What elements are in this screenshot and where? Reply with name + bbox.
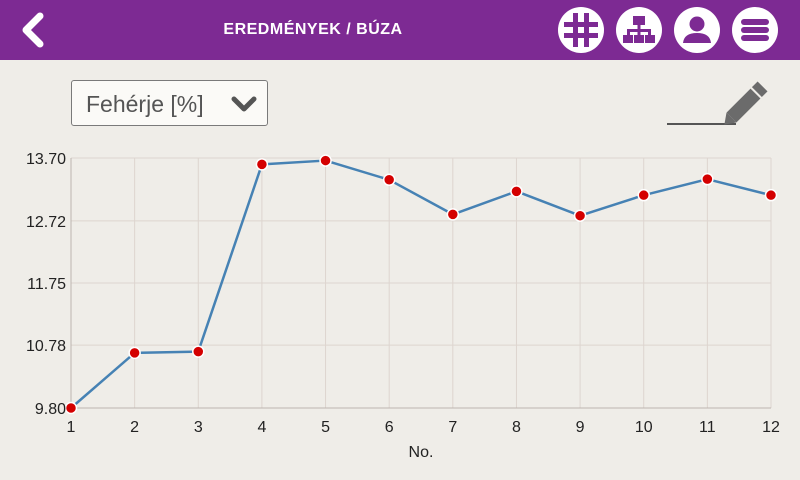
x-tick-label: 3 — [194, 419, 203, 436]
back-chevron-icon[interactable] — [14, 10, 50, 50]
parameter-dropdown[interactable]: Fehérje [%] — [71, 80, 268, 126]
data-point — [64, 401, 78, 415]
page-title: EREDMÉNYEK / BÚZA — [223, 21, 403, 38]
x-tick-label: 12 — [762, 419, 780, 436]
y-tick-label: 11.75 — [27, 276, 66, 293]
data-point — [764, 188, 778, 202]
data-point — [573, 209, 587, 222]
y-tick-label: 10.78 — [26, 338, 66, 355]
x-tick-label: 11 — [699, 419, 716, 436]
x-tick-label: 9 — [576, 419, 585, 436]
top-bar: EREDMÉNYEK / BÚZA — [0, 0, 800, 60]
x-tick-label: 2 — [130, 419, 139, 436]
edit-pencil-icon[interactable] — [664, 80, 774, 128]
data-point — [701, 172, 714, 186]
hierarchy-icon[interactable] — [616, 7, 662, 53]
y-tick-label: 9.80 — [35, 401, 66, 418]
data-point — [255, 158, 269, 171]
x-axis-label: No. — [409, 444, 434, 461]
x-tick-label: 5 — [321, 419, 330, 436]
data-point — [319, 154, 332, 167]
x-tick-label: 10 — [635, 419, 653, 436]
data-point — [128, 346, 141, 360]
data-point — [637, 188, 650, 202]
data-point — [510, 185, 523, 198]
chevron-down-icon — [231, 93, 257, 120]
x-tick-label: 7 — [448, 419, 457, 436]
series-line — [70, 159, 772, 409]
menu-icon[interactable] — [732, 7, 778, 53]
parameter-dropdown-value: Fehérje [%] — [86, 91, 204, 117]
x-tick-label: 8 — [512, 419, 521, 436]
x-tick-label: 6 — [385, 419, 394, 436]
user-icon[interactable] — [674, 7, 720, 53]
data-point — [192, 345, 205, 358]
x-tick-label: 1 — [67, 419, 76, 436]
data-point — [446, 208, 460, 221]
grid-icon[interactable] — [558, 7, 604, 53]
x-tick-label: 4 — [257, 419, 266, 436]
data-point — [382, 173, 396, 187]
y-tick-label: 13.70 — [26, 151, 66, 168]
results-line-chart: 1 2 3 4 5 6 7 8 9 10 11 129.8010.7811.7512.7213.70 … — [26, 151, 780, 461]
y-tick-label: 12.72 — [26, 214, 66, 231]
